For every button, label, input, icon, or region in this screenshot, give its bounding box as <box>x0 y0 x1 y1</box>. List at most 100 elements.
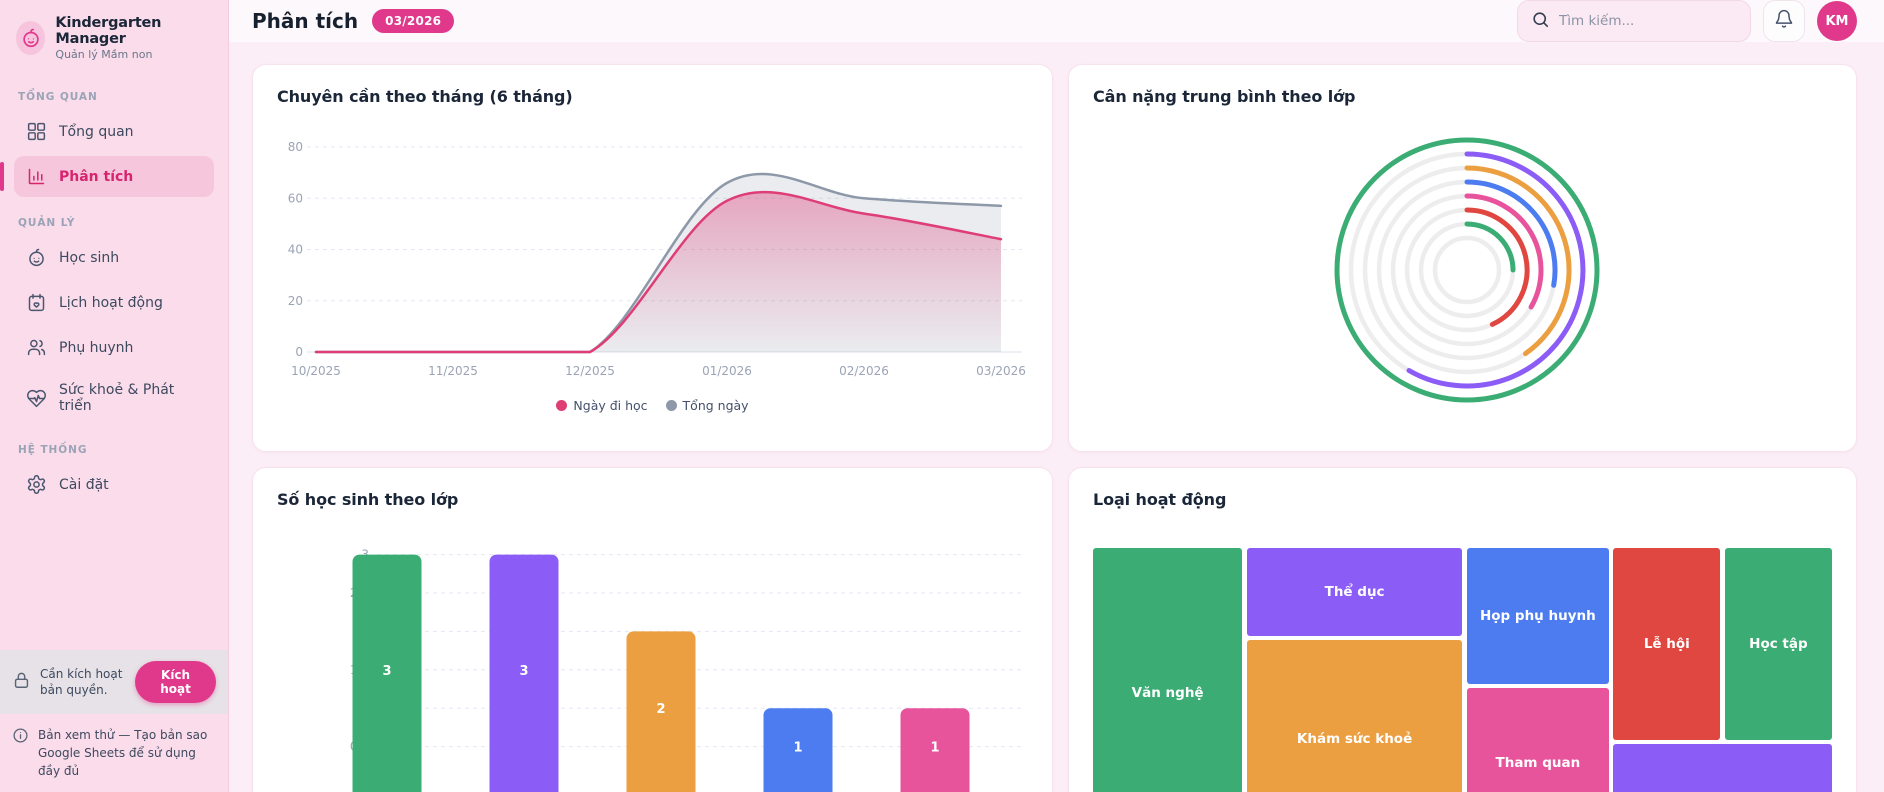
sidebar-item-label: Lịch hoạt động <box>59 294 163 311</box>
search-box[interactable] <box>1517 0 1751 42</box>
legend-item[interactable]: Ngày đi học <box>556 398 648 413</box>
sidebar: Kindergarten Manager Quản lý Mầm non TỔN… <box>0 0 229 792</box>
legend-label: Ngày đi học <box>573 398 648 413</box>
card-title: Chuyên cần theo tháng (6 tháng) <box>277 87 573 106</box>
treemap-block-label: Họp phụ huynh <box>1479 608 1596 624</box>
grid-icon <box>26 121 47 142</box>
avatar[interactable]: KM <box>1817 1 1857 41</box>
treemap-block-lễ-hội[interactable]: Lễ hội <box>1613 548 1721 740</box>
ring-arc[interactable] <box>1464 207 1530 327</box>
sidebar-item-baby[interactable]: Học sinh <box>14 237 214 278</box>
legend-label: Tổng ngày <box>682 398 749 413</box>
card-weight: Cân nặng trung bình theo lớp <box>1068 64 1857 452</box>
bar-chart-canvas: 0.511.522.5333211 <box>350 548 1022 792</box>
bar[interactable] <box>352 554 422 792</box>
bar[interactable] <box>900 708 970 792</box>
sidebar-item-label: Phụ huynh <box>59 339 134 356</box>
card-students: Số học sinh theo lớp 0.511.522.5333211 <box>252 467 1053 792</box>
app-title: Kindergarten Manager <box>55 15 162 47</box>
bell-icon <box>1774 9 1794 33</box>
treemap-block-label: Thể dục <box>1324 584 1385 600</box>
svg-text:11/2025: 11/2025 <box>428 364 478 378</box>
sidebar-item-calendar-heart[interactable]: Lịch hoạt động <box>14 282 214 323</box>
sidebar-nav: TỔNG QUAN Tổng quan Phân tích QUẢN LÝ Học si… <box>0 71 228 509</box>
card-activities: Loại hoạt động Văn nghệ Thể dục Khám sức k… <box>1068 467 1857 792</box>
parents-icon <box>26 337 47 358</box>
info-icon <box>12 727 29 748</box>
svg-text:10/2025: 10/2025 <box>291 364 341 378</box>
search-input[interactable] <box>1559 13 1737 29</box>
sidebar-item-label: Học sinh <box>59 249 120 266</box>
bar-value-label: 3 <box>519 664 528 679</box>
treemap-block-khám-sức-khoẻ[interactable]: Khám sức khoẻ <box>1246 640 1463 792</box>
ring-arc[interactable] <box>1406 151 1586 389</box>
svg-text:3: 3 <box>361 548 369 562</box>
legend-dot <box>665 400 677 411</box>
baby-logo-icon <box>16 21 46 55</box>
ring-arc[interactable] <box>1464 179 1558 288</box>
lock-icon <box>12 671 31 694</box>
sidebar-item-parents[interactable]: Phụ huynh <box>14 327 214 368</box>
sidebar-item-grid[interactable]: Tổng quan <box>14 111 214 152</box>
activate-button[interactable]: Kích hoạt <box>135 661 216 703</box>
activities-treemap[interactable]: Văn nghệ Thể dục Khám sức khoẻ Họp phụ huyn… <box>1093 548 1832 792</box>
bar-value-label: 1 <box>793 741 802 756</box>
gear-icon <box>26 474 47 495</box>
series-area[interactable] <box>316 192 1001 352</box>
ring-arc[interactable] <box>1464 165 1572 357</box>
heart-pulse-icon <box>26 388 47 409</box>
treemap-block-tham-quan[interactable]: Tham quan <box>1466 688 1609 792</box>
sidebar-section-label: QUẢN LÝ <box>18 217 76 229</box>
svg-text:03/2026: 03/2026 <box>976 364 1026 378</box>
sidebar-item-gear[interactable]: Cài đặt <box>14 464 214 505</box>
calendar-heart-icon <box>26 292 47 313</box>
legend-dot <box>556 400 568 411</box>
svg-text:60: 60 <box>288 191 303 205</box>
treemap-block-thể-dục[interactable]: Thể dục <box>1246 548 1463 636</box>
card-attendance: Chuyên cần theo tháng (6 tháng) 0 20 40 60 8… <box>252 64 1053 452</box>
svg-text:80: 80 <box>288 140 303 154</box>
license-text: Cần kích hoạt bản quyền. <box>40 666 123 697</box>
treemap-block-label: Khám sức khoẻ <box>1296 731 1413 747</box>
ring-arc[interactable] <box>1464 221 1516 273</box>
bar-value-label: 1 <box>930 741 939 756</box>
treemap-block[interactable] <box>1613 744 1832 792</box>
sidebar-item-heart-pulse[interactable]: Sức khoẻ & Phát triển <box>14 372 214 424</box>
sidebar-section-label: TỔNG QUAN <box>18 91 98 103</box>
card-title: Cân nặng trung bình theo lớp <box>1093 87 1356 106</box>
baby-icon <box>26 247 47 268</box>
bar[interactable] <box>626 631 696 792</box>
bar[interactable] <box>763 708 833 792</box>
notifications-button[interactable] <box>1763 0 1805 42</box>
ring-arc[interactable] <box>1464 193 1544 310</box>
ring-arc[interactable] <box>1334 137 1600 403</box>
treemap-block-họp-phụ-huynh[interactable]: Họp phụ huynh <box>1466 548 1609 684</box>
svg-text:01/2026: 01/2026 <box>702 364 752 378</box>
page-title: Phân tích <box>252 9 359 33</box>
treemap-block-văn-nghệ[interactable]: Văn nghệ <box>1093 548 1243 792</box>
sidebar-item-label: Cài đặt <box>59 476 109 493</box>
sidebar-item-label: Phân tích <box>59 168 134 185</box>
bar-chart-icon <box>26 166 47 187</box>
bar-value-label: 3 <box>382 664 391 679</box>
trial-line2: Google Sheets để sử dụng đầy đủ <box>38 746 196 778</box>
license-banner: Cần kích hoạt bản quyền. Kích hoạt <box>0 650 228 714</box>
treemap-block-học-tập[interactable]: Học tập <box>1724 548 1832 740</box>
attendance-line-chart[interactable]: 0 20 40 60 80 10/2025 11/2025 12/2025 01/2026 02/… <box>277 106 1028 394</box>
series-line[interactable] <box>314 190 1003 354</box>
svg-text:0: 0 <box>295 345 303 359</box>
brand: Kindergarten Manager Quản lý Mầm non <box>0 0 228 71</box>
sidebar-item-label: Tổng quan <box>59 123 134 140</box>
chart-legend: Ngày đi học Tổng ngày <box>277 398 1028 413</box>
main-area: Phân tích 03/2026 <box>229 0 1884 792</box>
treemap-block-label: Lễ hội <box>1643 636 1690 652</box>
trial-notice: Bản xem thử — Tạo bản sao Google Sheets … <box>0 714 228 792</box>
legend-item[interactable]: Tổng ngày <box>665 398 749 413</box>
card-title: Loại hoạt động <box>1093 490 1227 509</box>
card-title: Số học sinh theo lớp <box>277 490 459 509</box>
students-bar-chart[interactable]: 0.511.522.5333211 <box>277 509 1028 792</box>
bar[interactable] <box>489 554 559 792</box>
sidebar-item-bar-chart[interactable]: Phân tích <box>0 156 214 197</box>
dashboard-grid: Chuyên cần theo tháng (6 tháng) 0 20 40 60 8… <box>229 42 1884 792</box>
